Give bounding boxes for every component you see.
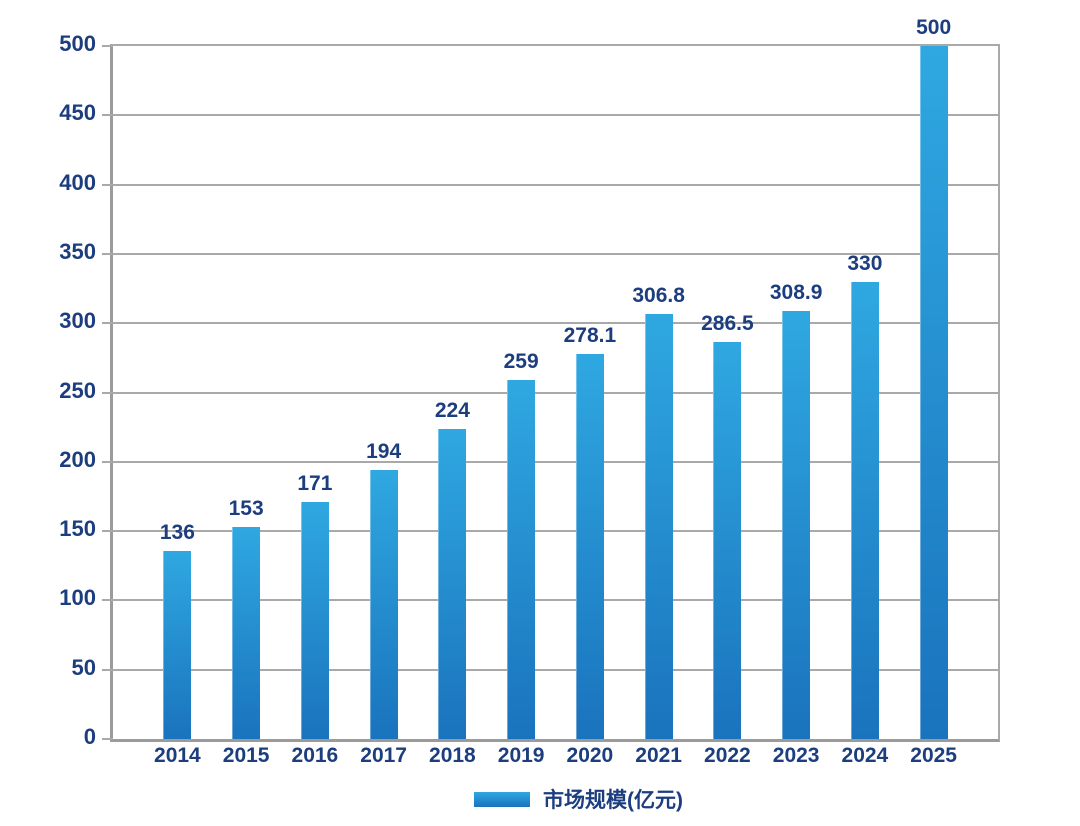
bar-slot: 136 xyxy=(143,46,212,739)
bar-slot: 330 xyxy=(831,46,900,739)
gridline xyxy=(102,530,998,533)
gridline xyxy=(102,460,998,463)
x-tick-label: 2025 xyxy=(910,744,957,767)
bar-slot: 286.5 xyxy=(693,46,762,739)
gridline xyxy=(102,183,998,186)
gridline xyxy=(102,252,998,255)
gridline xyxy=(102,322,998,325)
bar-value-label: 306.8 xyxy=(632,283,685,307)
axis-tick xyxy=(102,45,113,47)
bar-value-label: 153 xyxy=(228,496,264,520)
gridline xyxy=(102,599,998,602)
x-tick-label: 2024 xyxy=(841,744,889,767)
y-tick-label: 450 xyxy=(59,100,96,126)
legend: 市场规模(亿元) xyxy=(474,784,683,814)
gridline xyxy=(102,668,998,671)
legend-label: 市场规模(亿元) xyxy=(543,789,683,812)
bar-value-label: 136 xyxy=(159,520,195,544)
y-tick-label: 200 xyxy=(59,446,96,472)
bar-slot: 259 xyxy=(487,46,556,739)
x-tick-label: 2018 xyxy=(429,744,476,767)
bar-2014: 136 xyxy=(160,521,195,739)
x-tick-label: 2016 xyxy=(291,744,339,767)
bar-2016: 171 xyxy=(297,472,332,739)
bar-slot: 306.8 xyxy=(624,46,693,739)
bar-2021: 306.8 xyxy=(632,284,685,739)
x-tick-label: 2019 xyxy=(497,744,545,767)
x-tick-label: 2014 xyxy=(154,744,201,767)
x-tick-label: 2023 xyxy=(772,744,820,767)
bar-value-label: 224 xyxy=(434,398,470,422)
bar-2017: 194 xyxy=(366,440,401,739)
bar-2019: 259 xyxy=(504,350,539,739)
bar-slot: 194 xyxy=(349,46,418,739)
y-tick-label: 500 xyxy=(59,31,96,56)
bar-value-label: 171 xyxy=(297,472,333,495)
y-tick-label: 100 xyxy=(59,585,96,611)
y-tick-label: 400 xyxy=(59,169,96,195)
bar-slot: 224 xyxy=(418,46,487,739)
plot-area: 136 153 171 194 224 259 278.1 306.8 286.5 308.9 33… xyxy=(102,16,1000,742)
bar-value-label: 500 xyxy=(916,16,952,39)
bar-2025: 500 xyxy=(916,16,951,739)
x-tick-label: 2020 xyxy=(566,744,614,767)
y-tick-label: 50 xyxy=(71,654,96,680)
y-tick-label: 150 xyxy=(59,516,96,542)
axis-tick xyxy=(102,738,113,740)
y-tick-label: 300 xyxy=(59,308,96,334)
bar-2020: 278.1 xyxy=(564,324,616,739)
x-tick-label: 2021 xyxy=(635,744,682,767)
bar-2024: 330 xyxy=(847,252,882,739)
x-tick-label: 2017 xyxy=(360,744,407,767)
x-axis-labels: 2014 2015 2016 2017 2018 2019 2020 2021 2022 2023… xyxy=(113,744,998,768)
y-tick-label: 250 xyxy=(59,377,96,403)
legend-swatch xyxy=(474,791,530,807)
y-tick-label: 350 xyxy=(59,238,96,264)
x-tick-label: 2022 xyxy=(704,744,751,767)
bar-2022: 286.5 xyxy=(701,312,754,739)
y-axis-labels: 0 50 100 150 200 250 300 350 400 450 500 xyxy=(0,31,96,749)
gridline xyxy=(102,391,998,394)
gridlines xyxy=(102,45,998,740)
bar-value-label: 259 xyxy=(503,350,539,374)
bar-2018: 224 xyxy=(435,399,470,739)
bar-value-label: 330 xyxy=(847,251,883,275)
bar-2015: 153 xyxy=(229,497,264,739)
bar-slot: 171 xyxy=(281,46,350,739)
bar-2023: 308.9 xyxy=(770,281,822,739)
bar-slot: 308.9 xyxy=(762,46,831,739)
bars-row: 136 153 171 194 224 259 278.1 306.8 286.5 308.9 33… xyxy=(113,16,998,739)
y-tick-label: 0 xyxy=(83,724,96,749)
bar-value-label: 278.1 xyxy=(563,323,617,347)
bar-value-label: 194 xyxy=(366,440,402,464)
bar-value-label: 286.5 xyxy=(701,311,754,335)
bar-value-label: 308.9 xyxy=(769,280,823,304)
gridline xyxy=(102,114,998,117)
bar-slot: 278.1 xyxy=(556,46,625,739)
bar-slot: 500 xyxy=(899,16,968,739)
x-tick-label: 2015 xyxy=(222,744,270,767)
bar-slot: 153 xyxy=(212,46,281,739)
